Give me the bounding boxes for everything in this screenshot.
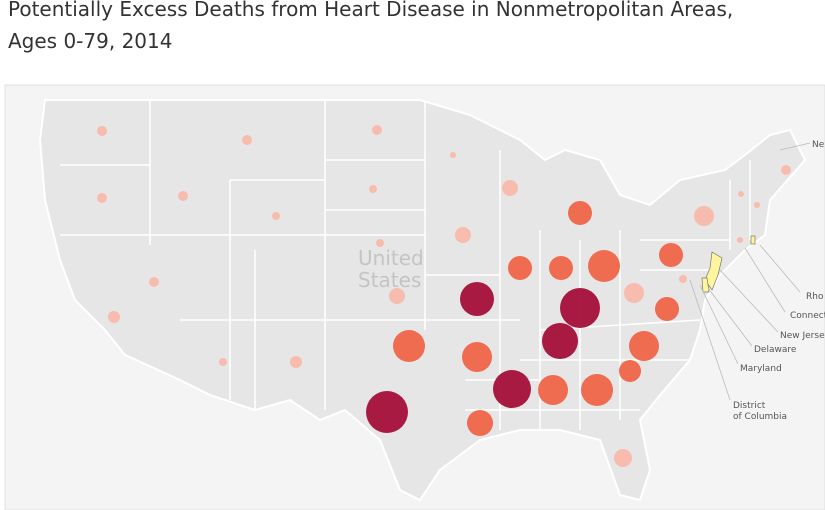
bubble[interactable] — [538, 375, 568, 405]
bubble[interactable] — [462, 342, 492, 372]
bubble[interactable] — [178, 191, 188, 201]
bubble[interactable] — [393, 330, 425, 362]
callout-label: of Columbia — [733, 412, 787, 422]
bubble[interactable] — [97, 126, 107, 136]
bubble[interactable] — [450, 152, 456, 158]
bubble[interactable] — [366, 391, 408, 433]
bubble[interactable] — [508, 256, 532, 280]
bubble[interactable] — [629, 331, 659, 361]
map-label: United — [358, 246, 424, 270]
callout-label: Maryland — [740, 364, 782, 374]
bubble[interactable] — [588, 250, 620, 282]
callout-label: Delaware — [754, 345, 797, 355]
highlight-state — [701, 277, 710, 293]
bubble[interactable] — [219, 358, 227, 366]
bubble[interactable] — [737, 237, 743, 243]
bubble[interactable] — [619, 360, 641, 382]
bubble[interactable] — [738, 191, 744, 197]
bubble[interactable] — [460, 282, 494, 316]
bubble[interactable] — [272, 212, 280, 220]
title: Ages 0-79, 2014 — [8, 29, 172, 53]
bubble[interactable] — [659, 243, 683, 267]
bubble[interactable] — [455, 227, 471, 243]
highlight-state — [704, 251, 723, 291]
bubble[interactable] — [369, 185, 377, 193]
bubble[interactable] — [781, 165, 791, 175]
map-label: States — [358, 268, 421, 292]
bubble[interactable] — [542, 323, 578, 359]
bubble[interactable] — [581, 374, 613, 406]
bubble[interactable] — [467, 410, 493, 436]
callout-label: Rho — [806, 292, 824, 302]
bubble[interactable] — [108, 311, 120, 323]
bubble[interactable] — [493, 370, 531, 408]
callout-lines — [689, 142, 811, 401]
bubble[interactable] — [376, 239, 384, 247]
bubble[interactable] — [560, 288, 600, 328]
bubble[interactable] — [389, 288, 405, 304]
bubble[interactable] — [242, 135, 252, 145]
bubble[interactable] — [372, 125, 382, 135]
bubble[interactable] — [149, 277, 159, 287]
bubble[interactable] — [614, 449, 632, 467]
bubble[interactable] — [754, 202, 760, 208]
bubble[interactable] — [655, 297, 679, 321]
bubble[interactable] — [97, 193, 107, 203]
callout-label: District — [733, 401, 766, 411]
bubble[interactable] — [679, 275, 687, 283]
highlight-state — [750, 235, 756, 245]
bubble[interactable] — [549, 256, 573, 280]
bubble[interactable] — [694, 206, 714, 226]
callout-label: New Jerse — [780, 331, 825, 341]
bubble[interactable] — [290, 356, 302, 368]
bubble[interactable] — [568, 201, 592, 225]
callout-label: Connect — [790, 311, 825, 321]
bubble[interactable] — [502, 180, 518, 196]
title: Potentially Excess Deaths from Heart Dis… — [8, 0, 733, 21]
callout-label: Ne — [812, 140, 825, 150]
markers — [97, 125, 791, 467]
bubble[interactable] — [624, 283, 644, 303]
